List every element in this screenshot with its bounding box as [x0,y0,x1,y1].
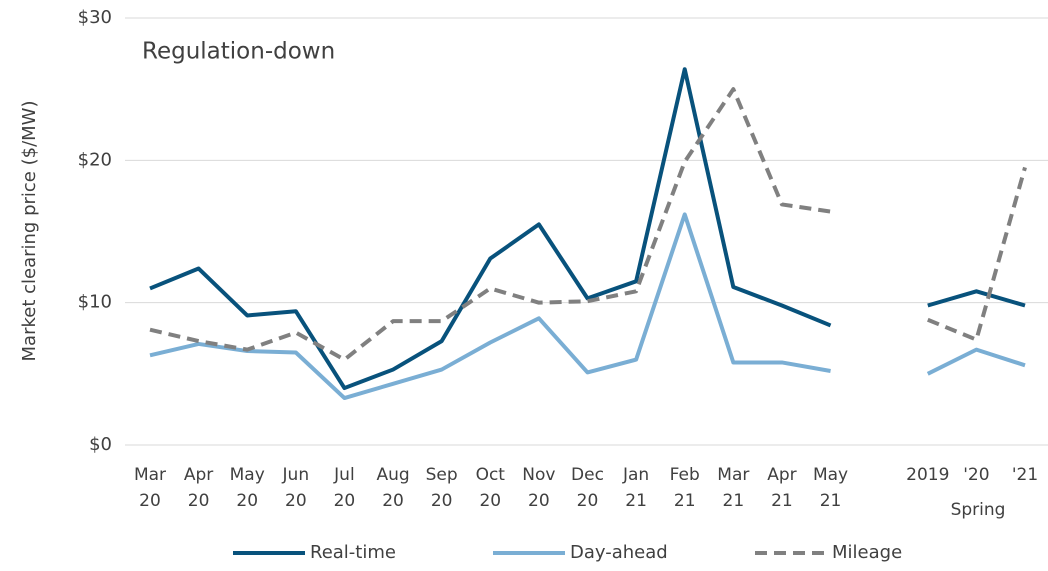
x-tick-label: Dec 20 [571,465,604,511]
x-tick-label: Aug 20 [376,465,410,511]
legend-label: Mileage [832,542,902,563]
x-tick-label: Mar 20 [133,465,167,511]
x-tick-label: '20 [963,465,990,485]
x-tick-label: 2019 [906,465,950,485]
x-tick-label: Apr 21 [767,465,797,511]
x-tick-label: '21 [1011,465,1039,485]
y-tick-label: $20 [78,149,112,170]
y-tick-label: $10 [78,292,112,313]
series-line [149,87,1027,362]
x-tick-label: Jan 21 [623,465,650,511]
legend-label: Real-time [310,542,396,563]
x-tick-label: Apr 20 [183,465,214,511]
x-tick-label: Nov 20 [522,465,556,511]
x-tick-label: Jul 20 [333,465,356,511]
series-line [149,212,1026,401]
y-tick-label: $0 [89,434,112,455]
x-tick-label: Oct 20 [475,465,505,511]
x-tick-label: Sep 20 [425,465,458,511]
legend-label: Day-ahead [570,542,668,563]
x-tick-label: Feb 21 [669,465,700,511]
series-line [149,67,1026,391]
y-axis-label: Market clearing price ($/MW) [19,101,40,362]
x-tick-label: May 20 [229,465,265,511]
x-tick-label: Mar 21 [717,465,750,511]
chart-title: Regulation-down [142,39,335,65]
x-tick-label: Jun 20 [282,465,310,511]
group-label: Spring [951,500,1006,520]
x-tick-label: May 21 [812,465,849,511]
y-tick-label: $30 [78,7,112,28]
